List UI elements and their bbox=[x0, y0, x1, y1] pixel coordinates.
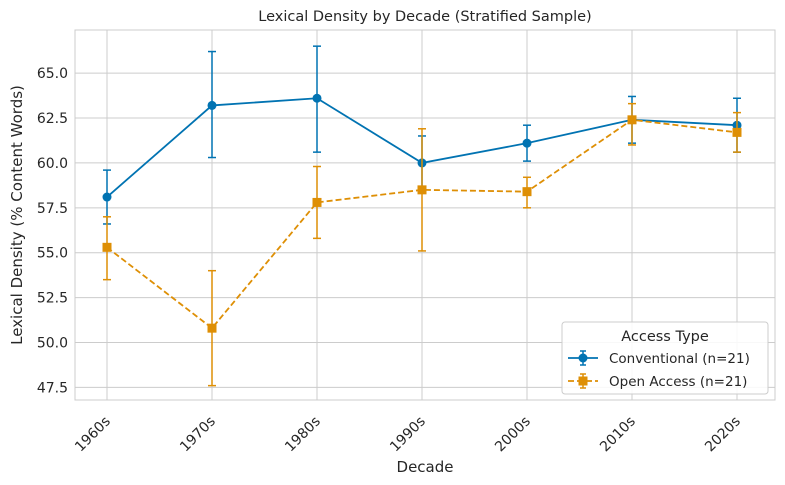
data-point bbox=[417, 185, 427, 195]
y-tick-label: 52.5 bbox=[37, 291, 68, 307]
x-tick-label: 2020s bbox=[702, 414, 744, 456]
data-point bbox=[522, 187, 532, 197]
y-tick-label: 57.5 bbox=[37, 201, 68, 217]
data-point bbox=[312, 197, 322, 207]
y-tick-label: 60.0 bbox=[37, 156, 68, 172]
legend-label: Conventional (n=21) bbox=[609, 351, 750, 367]
chart-title: Lexical Density by Decade (Stratified Sa… bbox=[258, 9, 591, 25]
y-tick-label: 55.0 bbox=[37, 246, 68, 262]
legend-marker bbox=[578, 376, 588, 386]
y-axis-title: Lexical Density (% Content Words) bbox=[8, 85, 26, 345]
legend-items: Conventional (n=21) Open Access (n=21) bbox=[568, 350, 750, 390]
data-point bbox=[102, 242, 112, 252]
legend-title: Access Type bbox=[621, 329, 709, 345]
data-point bbox=[522, 138, 532, 148]
legend: Access Type Conventional (n=21) Open Acce… bbox=[561, 321, 769, 395]
series-layer bbox=[102, 45, 742, 387]
legend-item: Conventional (n=21) bbox=[568, 350, 750, 367]
data-point bbox=[207, 100, 217, 110]
y-tick-label: 50.0 bbox=[37, 336, 68, 352]
legend-box bbox=[561, 321, 769, 395]
y-tick-label: 47.5 bbox=[37, 380, 68, 396]
y-tick-label: 62.5 bbox=[37, 111, 68, 127]
x-tick-label: 1990s bbox=[387, 414, 429, 456]
data-point bbox=[627, 115, 637, 125]
y-tick-label: 65.0 bbox=[37, 66, 68, 82]
x-tick-label: 2010s bbox=[597, 414, 639, 456]
x-tick-label: 1960s bbox=[72, 414, 114, 456]
x-tick-label: 1970s bbox=[177, 414, 219, 456]
x-axis-title: Decade bbox=[397, 458, 454, 476]
data-point bbox=[732, 127, 742, 137]
x-tick-label: 2000s bbox=[492, 414, 534, 456]
series-open-access bbox=[102, 102, 742, 387]
data-point bbox=[102, 192, 112, 202]
plot-frame bbox=[74, 29, 776, 401]
legend-label: Open Access (n=21) bbox=[609, 374, 747, 390]
legend-item: Open Access (n=21) bbox=[568, 373, 747, 390]
data-point bbox=[207, 323, 217, 333]
x-tick-label: 1980s bbox=[282, 414, 324, 456]
data-point bbox=[312, 93, 322, 103]
legend-marker bbox=[578, 353, 588, 363]
